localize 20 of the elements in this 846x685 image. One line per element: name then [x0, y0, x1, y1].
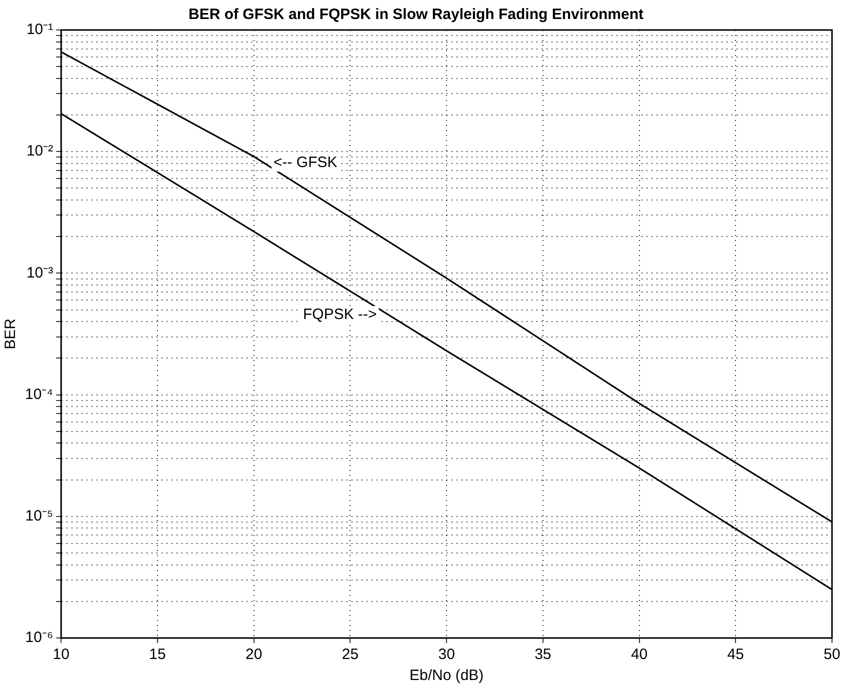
- annotation: <-- GFSK: [273, 154, 338, 171]
- x-tick-label: 10: [52, 646, 70, 664]
- annotation: FQPSK -->: [302, 306, 377, 324]
- chart-title: BER of GFSK and FQPSK in Slow Rayleigh Fading Environment: [188, 6, 644, 24]
- y-tick-label: 10⁻³: [26, 264, 54, 282]
- y-tick-label: 10⁻²: [26, 142, 54, 160]
- y-tick-label: 10⁻⁵: [25, 508, 54, 525]
- x-tick-label: 40: [630, 646, 648, 664]
- y-tick-label: 10⁻⁶: [25, 629, 54, 646]
- x-tick-label: 50: [824, 646, 840, 664]
- y-tick-label: 10⁻¹: [26, 21, 54, 38]
- x-tick-label: 15: [149, 646, 166, 664]
- y-axis-title: BER: [2, 318, 20, 350]
- x-tick-label: 25: [342, 646, 359, 664]
- x-tick-label: 45: [727, 646, 744, 664]
- x-axis-title: Eb/No (dB): [409, 667, 484, 684]
- y-tick-label: 10⁻⁴: [24, 386, 54, 403]
- x-tick-label: 30: [438, 646, 455, 664]
- x-tick-label: 20: [246, 646, 262, 664]
- x-tick-label: 35: [534, 646, 552, 664]
